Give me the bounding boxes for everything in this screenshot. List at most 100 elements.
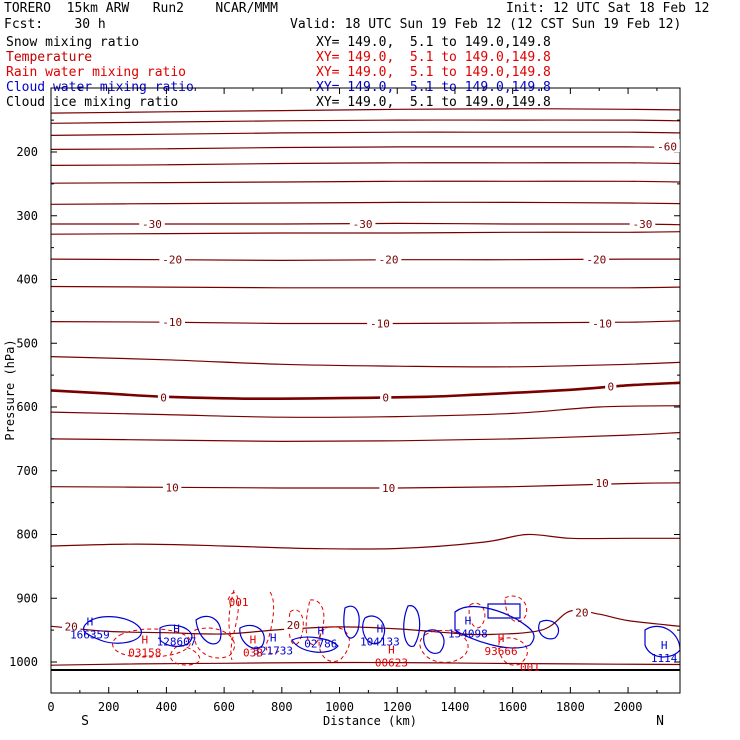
x-tick-label: 800 [271, 700, 293, 714]
isotherm-label: -10 [370, 317, 390, 330]
isotherm-label-bg [654, 139, 680, 153]
init-time: Init: 12 UTC Sat 18 Feb 12 [506, 1, 710, 16]
max-marker: H [465, 614, 472, 627]
isotherm-label-bg [583, 252, 610, 266]
isotherm-line [50, 381, 681, 401]
legend-temperature-label: Temperature [6, 50, 93, 65]
isotherm-label-bg [139, 217, 165, 231]
isotherm-label: 0 [607, 381, 614, 394]
isotherm-label-bg [592, 475, 612, 489]
isotherm-label: 0 [382, 391, 389, 404]
y-tick-label: 700 [16, 464, 38, 478]
isotherm-label: 10 [166, 481, 179, 494]
valid-time: Valid: 18 UTC Sun 19 Feb 12 (12 CST Sun … [290, 17, 682, 32]
isotherm-line [50, 231, 681, 235]
max-value-label: 321733 [253, 645, 293, 658]
y-tick-label: 400 [16, 273, 38, 287]
isotherm-label: -20 [162, 254, 182, 267]
isotherm-layer [50, 108, 681, 666]
isotherm-label-bg [159, 315, 185, 329]
isotherm-label: 0 [160, 391, 167, 404]
isotherm-label: 20 [65, 620, 78, 633]
max-value-label: 128607 [157, 636, 197, 649]
max-value-label: 03158 [128, 646, 161, 659]
y-tick-label: 200 [16, 145, 38, 159]
isotherm-line [50, 320, 681, 325]
isotherm-label: -30 [142, 218, 162, 231]
isotherm-label: 10 [382, 482, 395, 495]
isotherm-label: 20 [287, 619, 300, 632]
isotherm-line [50, 131, 681, 136]
isotherm-label-bg [379, 480, 398, 494]
isotherm-line [50, 146, 681, 150]
north-label: N [656, 714, 664, 729]
max-value-label: 154098 [448, 627, 488, 640]
max-marker: H [250, 633, 257, 646]
isotherm-label-bg [159, 252, 185, 266]
isotherm-label: 20 [575, 606, 588, 619]
max-marker: H [141, 633, 148, 646]
y-tick-label: 600 [16, 400, 38, 414]
y-axis-label: Pressure (hPa) [3, 339, 17, 440]
hydrometeor-contours [82, 589, 681, 666]
max-value-label: 93666 [485, 645, 518, 658]
max-value-label: 00623 [375, 657, 408, 670]
x-axis-label: Distance (km) [323, 714, 417, 728]
legend-rain-xy: XY= 149.0, 5.1 to 149.0,149.8 [316, 65, 551, 80]
isotherm-label-bg [61, 619, 81, 633]
isotherm-label-bg [349, 217, 376, 231]
x-tick-label: 1000 [325, 700, 354, 714]
plot-frame [50, 87, 681, 694]
x-tick-label: 0 [47, 700, 54, 714]
isotherm-line [50, 482, 681, 489]
isotherm-label-bg [162, 480, 182, 494]
isotherm-label-bg [380, 390, 392, 404]
y-tick-label: 900 [16, 591, 38, 605]
isotherm-label: -10 [592, 317, 612, 330]
x-tick-label: 400 [156, 700, 178, 714]
legend-temperature-xy: XY= 149.0, 5.1 to 149.0,149.8 [316, 50, 551, 65]
x-tick-label: 1200 [383, 700, 412, 714]
contour-value-label: 001 [520, 661, 540, 674]
max-marker: H [270, 632, 277, 645]
isotherm-label-bg [284, 618, 303, 632]
isotherm-line [50, 533, 680, 550]
max-value-label: 1114 [651, 652, 678, 665]
isotherm-label-bg [367, 316, 393, 330]
legend-cloud-ice-xy: XY= 149.0, 5.1 to 149.0,149.8 [316, 95, 551, 110]
contour-value-label: 001 [229, 596, 249, 609]
x-tick-label: 1400 [440, 700, 469, 714]
max-marker: H [498, 632, 505, 645]
x-tick-label: 1600 [498, 700, 527, 714]
legend-snow-xy: XY= 149.0, 5.1 to 149.0,149.8 [316, 35, 551, 50]
max-value-label: 104133 [360, 636, 400, 649]
isotherm-label-bg [629, 217, 656, 231]
isotherm-label-bg [605, 379, 617, 393]
isotherm-label: -30 [353, 218, 373, 231]
isotherm-label: -10 [162, 316, 182, 329]
isotherm-label: -20 [586, 254, 606, 267]
isotherm-line [50, 431, 681, 443]
isotherm-label: -60 [657, 140, 677, 153]
y-tick-label: 1000 [9, 655, 38, 669]
isotherm-label-bg [589, 316, 615, 330]
max-marker: H [173, 623, 180, 636]
isotherm-line [50, 201, 681, 205]
x-tick-label: 200 [98, 700, 120, 714]
max-marker: H [87, 616, 94, 629]
isotherm-line [50, 661, 681, 666]
max-marker: H [377, 623, 384, 636]
isotherm-label-bg [375, 252, 402, 266]
isotherm-label: 10 [595, 477, 608, 490]
plot-title: TORERO 15km ARW Run2 NCAR/MMM [4, 1, 278, 16]
isotherm-line [50, 108, 681, 114]
isotherm-line [50, 356, 681, 368]
max-value-label: 03B [243, 646, 263, 659]
legend-snow-label: Snow mixing ratio [6, 35, 140, 50]
isotherm-label: -30 [633, 218, 653, 231]
isotherm-line [50, 162, 681, 166]
legend-rain-label: Rain water mixing ratio [6, 65, 187, 80]
max-value-label: 166359 [70, 629, 110, 642]
